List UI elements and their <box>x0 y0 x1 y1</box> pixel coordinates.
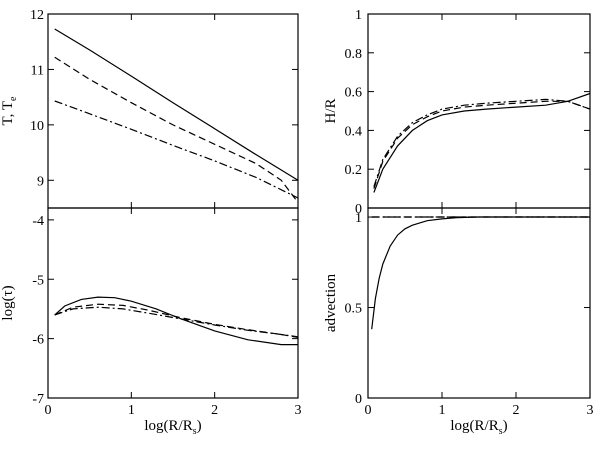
x-tick-label: 3 <box>587 403 594 418</box>
y-tick-label: 11 <box>31 63 44 78</box>
panel-frame <box>47 207 299 399</box>
panel-optical-depth: -7 -6 -5 -4 0 1 2 3 log(τ) log(R/Rs) <box>0 207 302 437</box>
y-tick-label: 0.5 <box>345 302 363 317</box>
y-tick-label: 0 <box>355 392 362 407</box>
series-line-solid <box>371 216 590 330</box>
ticks-group: -7 -6 -5 -4 0 1 2 3 <box>32 208 302 418</box>
y-axis-label: advection <box>323 273 339 332</box>
series-group <box>373 92 591 193</box>
ticks-group: 9 10 11 12 <box>30 8 299 208</box>
series-group <box>54 296 299 346</box>
y-tick-label: 0.4 <box>345 124 363 139</box>
y-tick-label: 10 <box>30 119 44 134</box>
x-tick-label: 2 <box>211 403 218 418</box>
x-tick-label: 3 <box>295 403 302 418</box>
series-line-dashed <box>54 56 299 203</box>
x-axis-label: log(R/Rs) <box>144 418 201 437</box>
panel-frame <box>367 207 591 399</box>
series-line-solid <box>54 28 299 181</box>
y-tick-label: -4 <box>32 214 44 229</box>
y-tick-label: 1 <box>355 211 362 226</box>
series-line-dash-dot <box>54 306 299 338</box>
x-tick-label: 1 <box>128 403 135 418</box>
x-axis-label: log(R/Rs) <box>450 418 507 437</box>
y-tick-label: 0.6 <box>345 86 363 101</box>
series-group <box>54 28 299 203</box>
y-tick-label: -5 <box>32 273 44 288</box>
y-axis-label: log(τ) <box>0 285 16 320</box>
series-line-solid <box>373 92 591 193</box>
y-axis-label: H/R <box>323 98 339 123</box>
y-tick-label: 12 <box>30 8 44 23</box>
series-line-dash-dot <box>54 100 299 199</box>
panel-temperature: 9 10 11 12 T, Te <box>0 8 299 209</box>
ticks-group: 0 0.2 0.4 0.6 0.8 1 <box>345 8 591 217</box>
y-tick-label: -7 <box>32 392 44 407</box>
ticks-group: 0 0.5 1 0 1 2 3 <box>345 208 594 418</box>
series-line-solid <box>54 296 298 346</box>
panel-advection: 0 0.5 1 0 1 2 3 advection log(R/Rs) <box>323 207 594 437</box>
y-axis-label: T, Te <box>0 96 19 125</box>
x-tick-label: 0 <box>45 403 52 418</box>
y-tick-label: 9 <box>37 174 44 189</box>
x-tick-label: 2 <box>513 403 520 418</box>
x-tick-label: 0 <box>365 403 372 418</box>
y-tick-label: 1 <box>355 8 362 23</box>
panel-frame <box>367 13 591 209</box>
y-tick-label: 0.8 <box>345 47 363 62</box>
y-tick-label: 0 <box>355 202 362 217</box>
series-group <box>371 216 590 330</box>
panel-scale-height: 0 0.2 0.4 0.6 0.8 1 H/R <box>323 8 591 217</box>
series-line-dashed <box>373 100 591 189</box>
x-tick-label: 1 <box>439 403 446 418</box>
series-line-dash-dot <box>373 98 591 187</box>
y-tick-label: 0.2 <box>345 163 363 178</box>
y-tick-label: -6 <box>32 333 44 348</box>
